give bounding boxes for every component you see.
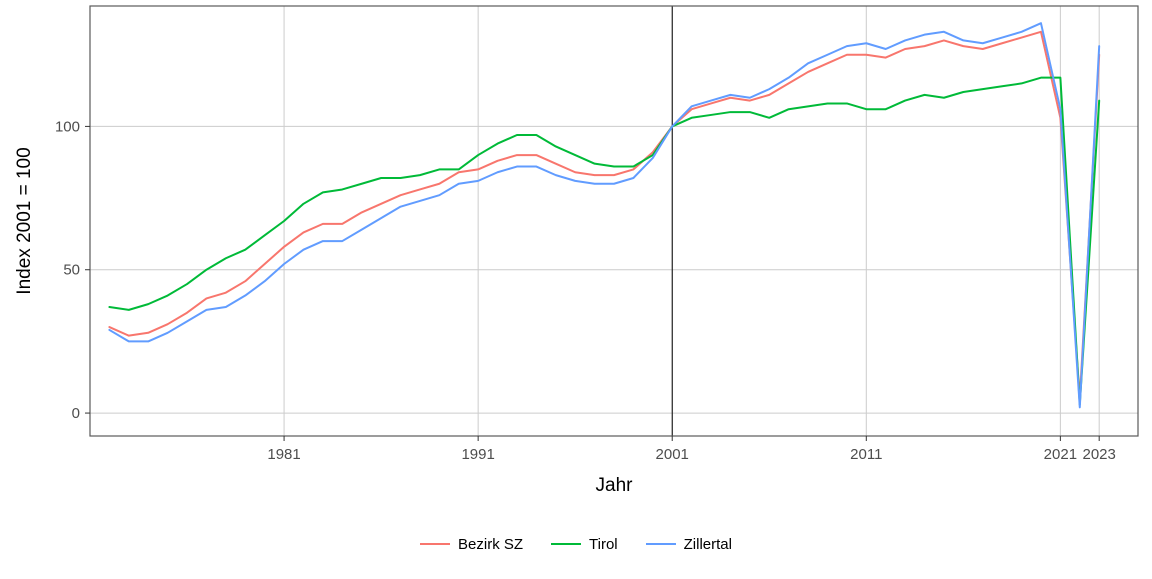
legend-label: Bezirk SZ — [458, 536, 523, 553]
x-tick-label: 2001 — [656, 446, 689, 463]
y-tick-label: 100 — [55, 118, 80, 135]
legend-label: Tirol — [589, 536, 618, 553]
y-tick-label: 0 — [72, 405, 80, 422]
x-axis-title: Jahr — [596, 475, 634, 496]
y-axis-title: Index 2001 = 100 — [14, 147, 35, 294]
legend-swatch — [646, 543, 676, 545]
x-tick-label: 1981 — [267, 446, 300, 463]
legend-item-zillertal: Zillertal — [646, 536, 732, 553]
legend-label: Zillertal — [684, 536, 732, 553]
legend: Bezirk SZ Tirol Zillertal — [0, 532, 1152, 553]
plot-panel — [90, 6, 1138, 436]
x-tick-label: 2021 — [1044, 446, 1077, 463]
y-tick-label: 50 — [63, 262, 80, 279]
line-chart: 1981 1991 2001 2011 2021 2023 0 50 100 Jahr Index … — [0, 0, 1152, 576]
chart-svg: 1981 1991 2001 2011 2021 2023 0 50 100 Jahr Index … — [0, 0, 1152, 576]
x-tick-label: 1991 — [461, 446, 494, 463]
legend-swatch — [551, 543, 581, 545]
legend-swatch — [420, 543, 450, 545]
x-tick-label: 2023 — [1082, 446, 1115, 463]
legend-item-tirol: Tirol — [551, 536, 618, 553]
legend-item-bezirk-sz: Bezirk SZ — [420, 536, 523, 553]
x-tick-label: 2011 — [850, 446, 882, 463]
